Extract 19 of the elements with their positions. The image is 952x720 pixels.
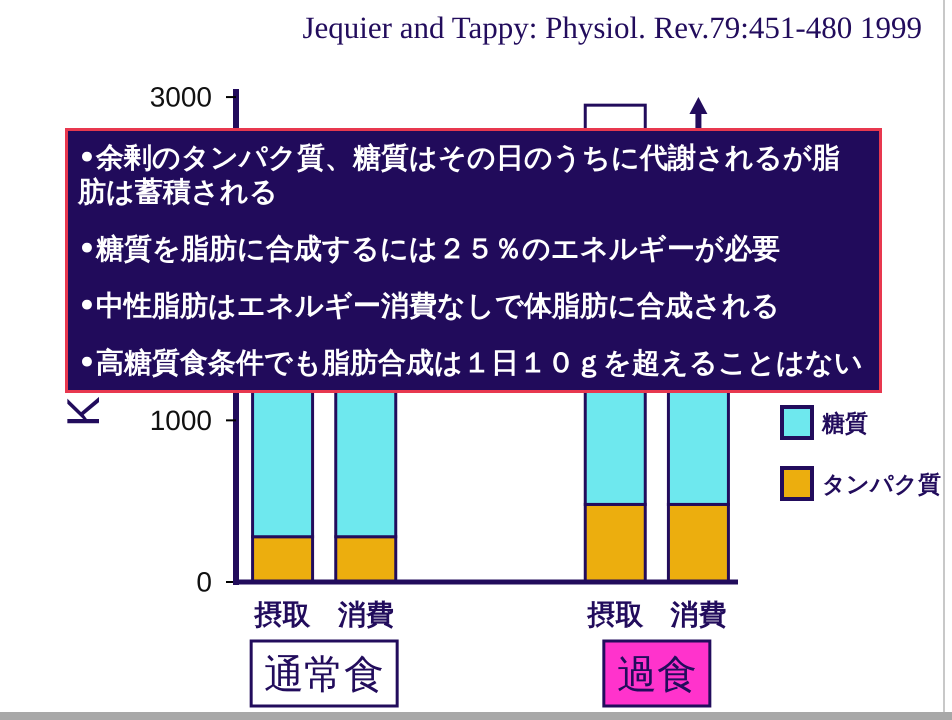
annotation: •余剰のタンパク質、糖質はその日のうちに代謝されるが脂肪は蓄積される [78, 141, 841, 209]
group-label: 過食 [602, 640, 712, 708]
legend-item: タンパク質 [780, 466, 941, 501]
source: Jequier and Tappy: Physiol. Rev.79:451-480 1999 [302, 10, 922, 45]
legend-label: 糖質 [821, 411, 868, 437]
annotation: •中性脂肪はエネルギー消費なしで体脂肪に合成される [78, 289, 781, 323]
group-label: 通常食 [250, 640, 399, 708]
y-tick-label: 1000 [150, 404, 212, 436]
x-tick-label: 消費 [336, 598, 394, 631]
x-tick-label: 消費 [669, 598, 726, 631]
x-tick-label: 摂取 [254, 598, 312, 631]
y-tick-label: 0 [196, 566, 212, 598]
annotation: •高糖質食条件でも脂肪合成は１日１０ｇを超えることはない [78, 346, 863, 380]
legend-label: タンパク質 [822, 472, 941, 498]
annotation: •糖質を脂肪に合成するには２５％のエネルギーが必要 [78, 232, 781, 266]
legend-item: 糖質 [780, 405, 868, 440]
y-tick-label: 3000 [150, 82, 212, 113]
y-title: K [57, 396, 109, 427]
x-tick-label: 摂取 [586, 598, 644, 631]
